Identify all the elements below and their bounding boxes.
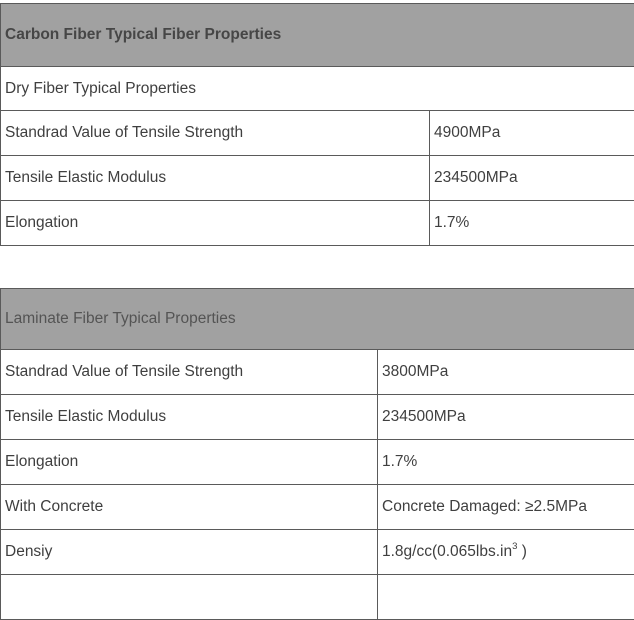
row-label: Elongation bbox=[1, 201, 430, 245]
table-row: Standrad Value of Tensile Strength 3800M… bbox=[1, 350, 634, 395]
table-row: With Concrete Concrete Damaged: ≥2.5MPa bbox=[1, 485, 634, 530]
row-label: Elongation bbox=[1, 440, 378, 484]
table-title: Carbon Fiber Typical Fiber Properties bbox=[1, 4, 634, 67]
table-title: Laminate Fiber Typical Properties bbox=[1, 289, 634, 350]
table-row: Standrad Value of Tensile Strength 4900M… bbox=[1, 111, 634, 156]
table-row: Elongation 1.7% bbox=[1, 440, 634, 485]
table-subtitle: Dry Fiber Typical Properties bbox=[1, 67, 634, 111]
row-value: 234500MPa bbox=[434, 169, 518, 186]
density-value-close: ) bbox=[517, 543, 527, 560]
row-label: Tensile Elastic Modulus bbox=[1, 156, 430, 200]
table-row: Tensile Elastic Modulus 234500MPa bbox=[1, 395, 634, 440]
table-row: Densiy 1.8g/cc(0.065lbs.in3 ) bbox=[1, 530, 634, 575]
table-row: Elongation 1.7% bbox=[1, 201, 634, 246]
row-value: 234500MPa bbox=[382, 408, 466, 425]
carbon-fiber-properties-table: Carbon Fiber Typical Fiber Properties Dr… bbox=[0, 3, 634, 246]
row-value: 3800MPa bbox=[382, 363, 449, 380]
row-value: 1.7% bbox=[382, 453, 418, 470]
row-value: Concrete Damaged: ≥2.5MPa bbox=[382, 498, 587, 515]
row-label: Densiy bbox=[1, 530, 378, 574]
laminate-fiber-properties-table: Laminate Fiber Typical Properties Standr… bbox=[0, 288, 634, 620]
row-label bbox=[1, 575, 378, 619]
row-label: Standrad Value of Tensile Strength bbox=[1, 111, 430, 155]
density-value-text: 1.8g/cc(0.065lbs.in bbox=[382, 543, 513, 560]
table-row: Tensile Elastic Modulus 234500MPa bbox=[1, 156, 634, 201]
density-exponent: 3 bbox=[512, 540, 518, 552]
density-value: 1.8g/cc(0.065lbs.in3 ) bbox=[382, 540, 527, 561]
row-label: With Concrete bbox=[1, 485, 378, 529]
row-label: Tensile Elastic Modulus bbox=[1, 395, 378, 439]
row-label: Standrad Value of Tensile Strength bbox=[1, 350, 378, 394]
row-value: 1.7% bbox=[434, 214, 470, 231]
table-row-partial bbox=[1, 575, 634, 620]
row-value: 1.8g/cc(0.065lbs.in3 ) bbox=[378, 530, 634, 574]
row-value bbox=[378, 575, 634, 619]
row-value: 4900MPa bbox=[434, 124, 501, 141]
